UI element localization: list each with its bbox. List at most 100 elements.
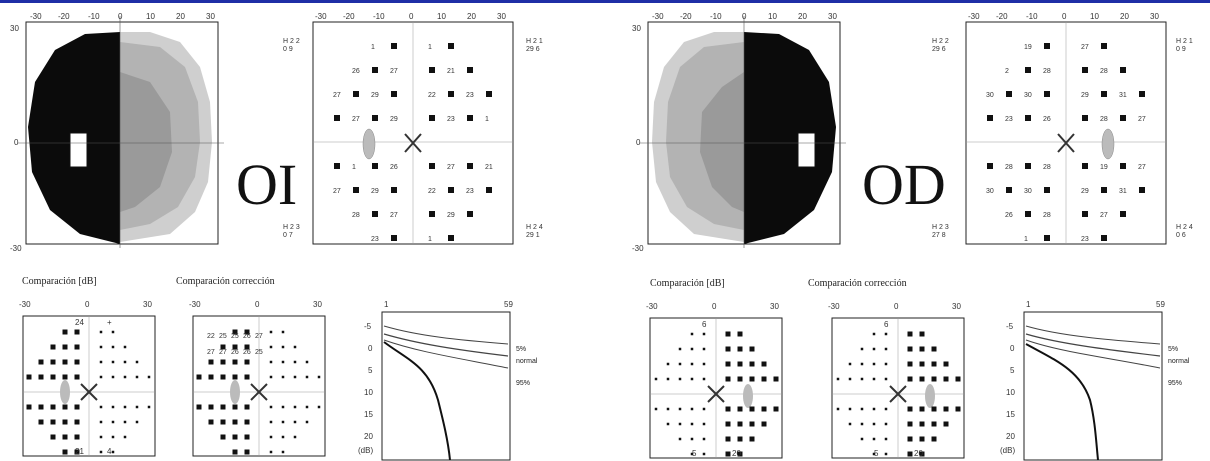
defect-square (749, 436, 755, 442)
defect-square (907, 421, 913, 427)
defect-square (931, 421, 937, 427)
threshold-value: 2 (1005, 68, 1009, 75)
defect-square (38, 374, 44, 380)
correction-value: 25 (255, 349, 263, 356)
right-code-top-left: H 2 2 29 6 (932, 38, 949, 53)
defect-square (232, 434, 238, 440)
defect-square (220, 404, 226, 410)
left-curve-y-tick: 5 (368, 366, 373, 375)
normal-dot (269, 375, 273, 379)
right-thr-top-tick: 30 (1150, 12, 1159, 21)
defect-square (1101, 43, 1107, 49)
threshold-value: 26 (1005, 212, 1013, 219)
left-gray-side-tick: -30 (10, 244, 22, 253)
right-fixation-cross (1057, 133, 1075, 153)
defect-square (244, 329, 250, 335)
left-thr-top-tick: 0 (409, 12, 414, 21)
normal-dot (281, 360, 285, 364)
defect-square (232, 419, 238, 425)
left-thr-top-tick: -30 (315, 12, 327, 21)
defect-square (725, 406, 731, 412)
defect-square (749, 346, 755, 352)
left-curve-legend-normal: normal (516, 358, 538, 365)
normal-dot (690, 437, 694, 441)
normal-dot (690, 362, 694, 366)
right-thr-top-tick: 10 (1090, 12, 1099, 21)
left-code-bottom-left: H 2 3 0 7 (283, 224, 300, 239)
defect-square (955, 406, 961, 412)
defect-square (1006, 187, 1012, 193)
defect-square (919, 421, 925, 427)
defect-square (232, 344, 238, 350)
threshold-value: 30 (1024, 92, 1032, 99)
defect-square (26, 374, 32, 380)
defect-square (1082, 163, 1088, 169)
normal-dot (269, 345, 273, 349)
defect-square (353, 187, 359, 193)
normal-dot (123, 360, 127, 364)
defect-square (244, 374, 250, 380)
right-blind-spot-ellipse (1101, 128, 1115, 160)
defect-square (208, 359, 214, 365)
defect-square (50, 404, 56, 410)
defect-square (1139, 187, 1145, 193)
defect-square (761, 376, 767, 382)
left-gray-top-tick: -30 (30, 12, 42, 21)
normal-dot (111, 405, 115, 409)
normal-dot (281, 405, 285, 409)
defect-square (907, 346, 913, 352)
defect-square (220, 374, 226, 380)
normal-dot (281, 420, 285, 424)
normal-dot (99, 360, 103, 364)
right-grayscale-plot: -30 -20 -10 0 10 20 30 30 0 -30 (632, 12, 857, 253)
right-curve-y-tick: 15 (1006, 410, 1015, 419)
normal-dot (860, 362, 864, 366)
defect-square (737, 361, 743, 367)
normal-dot (848, 362, 852, 366)
threshold-value: 28 (1043, 164, 1051, 171)
left-thr-top-tick: -20 (343, 12, 355, 21)
left-cmp-db-bottom-value: 21 (75, 447, 84, 456)
threshold-value: 27 (1100, 212, 1108, 219)
right-cmp-db-top-tick: 30 (770, 302, 779, 311)
normal-dot (678, 377, 682, 381)
normal-dot (147, 375, 151, 379)
defect-square (907, 331, 913, 337)
threshold-value: 23 (371, 236, 379, 243)
normal-dot (690, 452, 694, 456)
right-curve-y-tick: -5 (1006, 322, 1014, 331)
right-threshold-plot: 27 19 28 28 2 31 29 30 30 27 28 26 23 27 19 28 28 31 29 30 3… (958, 12, 1173, 252)
defect-square (1044, 43, 1050, 49)
defect-square (486, 91, 492, 97)
normal-dot (317, 405, 321, 409)
defect-square (931, 436, 937, 442)
left-thr-top-tick: 20 (467, 12, 476, 21)
threshold-value: 27 (1138, 164, 1146, 171)
right-cmp-db-svg (649, 317, 783, 459)
normal-dot (99, 450, 103, 454)
normal-dot (111, 435, 115, 439)
left-cmp-corr-top-tick: 0 (255, 300, 260, 309)
normal-dot (123, 405, 127, 409)
defect-square (244, 434, 250, 440)
correction-value: 22 (207, 333, 215, 340)
right-section-comparison-db: Comparación [dB] (650, 278, 725, 289)
defect-square (737, 451, 743, 457)
defect-square (1120, 211, 1126, 217)
left-curve-y-tick: 0 (368, 344, 373, 353)
left-cmp-db-top-tick: 0 (85, 300, 90, 309)
normal-dot (305, 360, 309, 364)
left-cmp-corr-top-tick: -30 (189, 300, 201, 309)
threshold-value: 27 (333, 188, 341, 195)
defect-square (761, 361, 767, 367)
defect-square (448, 91, 454, 97)
defect-square (931, 406, 937, 412)
right-section-comparison-correction: Comparación corrección (808, 278, 907, 289)
defect-square (919, 406, 925, 412)
defect-square (372, 115, 378, 121)
left-threshold-svg: 1 1 26 27 21 27 29 22 23 27 29 23 1 1 26 27 21 27 29 22 23 28… (312, 21, 514, 245)
defect-square (74, 344, 80, 350)
defect-square (943, 361, 949, 367)
left-cmp-corr-top-tick: 30 (313, 300, 322, 309)
right-gray-side-tick: 30 (632, 24, 641, 33)
